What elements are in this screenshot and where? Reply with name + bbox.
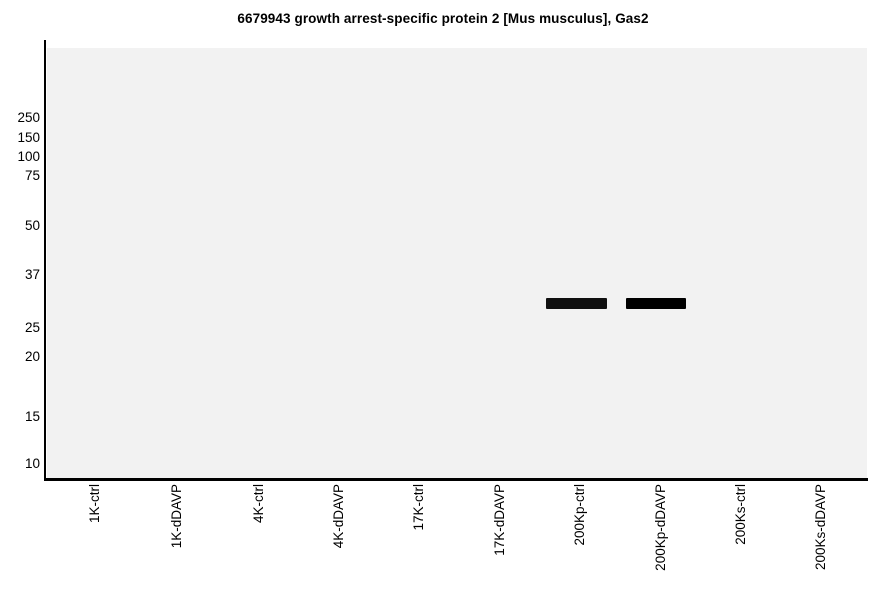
y-tick-label: 250 <box>17 110 40 125</box>
protein-band <box>546 298 607 309</box>
x-lane-label: 17K-ctrl <box>411 484 426 531</box>
y-tick-label: 37 <box>24 267 40 282</box>
x-lane-label: 4K-ctrl <box>251 484 266 524</box>
y-tick-label: 20 <box>24 349 40 364</box>
protein-band <box>626 298 686 309</box>
x-lane-label: 4K-dDAVP <box>331 484 346 549</box>
chart-title: 6679943 growth arrest-specific protein 2… <box>237 11 649 26</box>
y-tick-label: 150 <box>17 130 40 145</box>
y-tick-label: 15 <box>24 409 40 424</box>
plot-area <box>47 48 867 478</box>
x-lane-label: 200Ks-ctrl <box>733 484 748 545</box>
x-lane-label: 200Ks-dDAVP <box>813 484 828 571</box>
x-axis-line <box>43 478 868 481</box>
y-tick-label: 10 <box>24 456 40 471</box>
y-tick-label: 100 <box>17 149 40 164</box>
x-lane-label: 17K-dDAVP <box>492 484 507 556</box>
x-lane-label: 200Kp-ctrl <box>572 484 587 546</box>
y-tick-label: 75 <box>24 168 40 183</box>
y-tick-label: 25 <box>24 320 40 335</box>
x-lane-label: 200Kp-dDAVP <box>653 484 668 571</box>
y-axis-line <box>43 40 46 481</box>
x-lane-label: 1K-ctrl <box>87 484 102 524</box>
y-tick-label: 50 <box>24 218 40 233</box>
x-lane-label: 1K-dDAVP <box>169 484 184 549</box>
